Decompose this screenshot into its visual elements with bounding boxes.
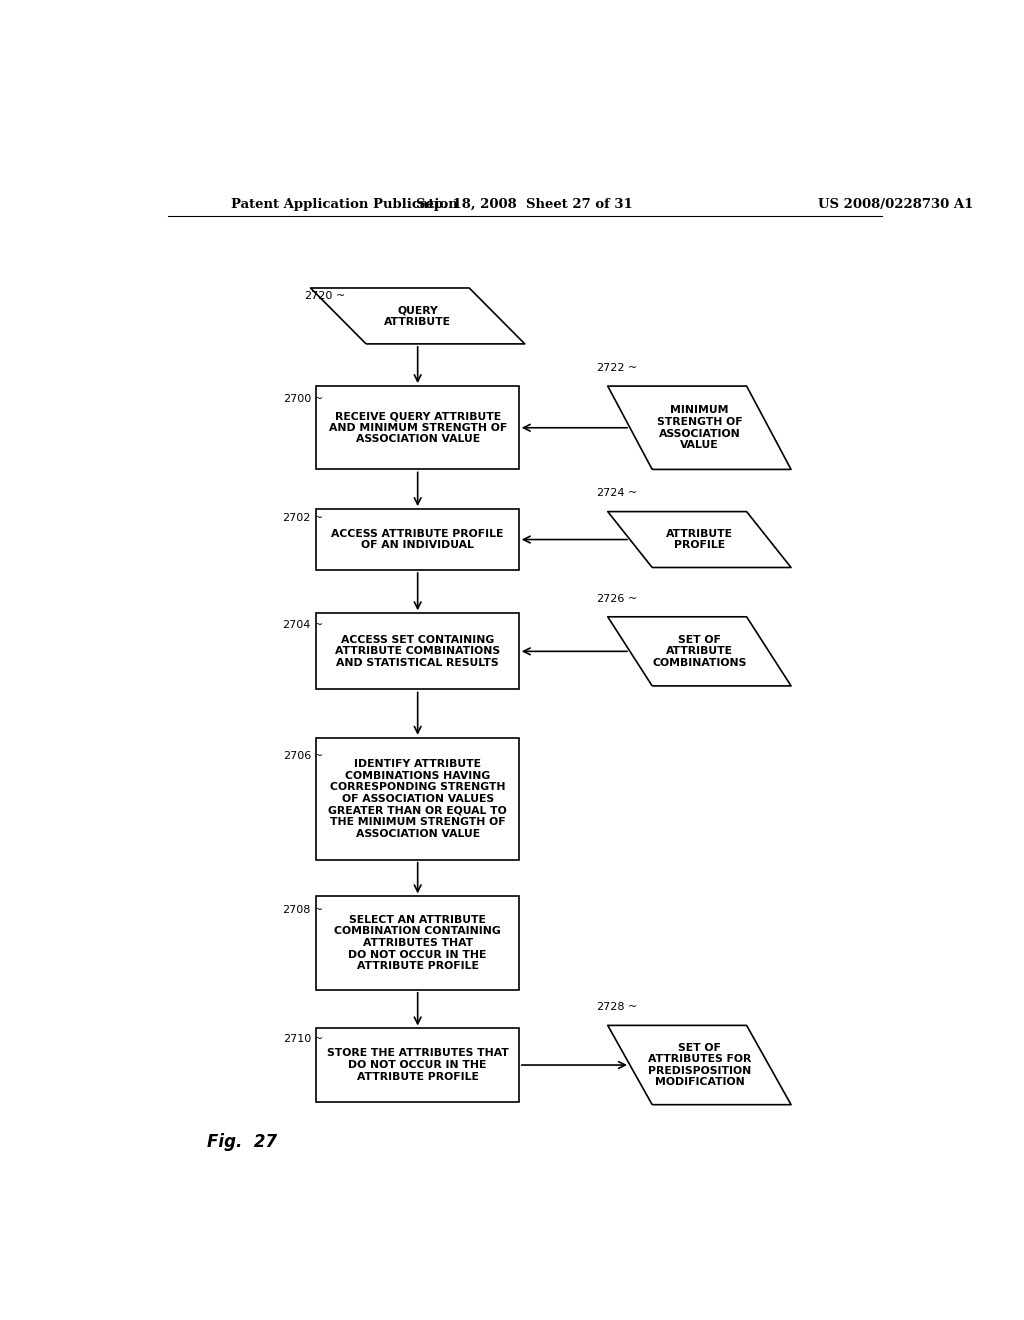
Text: MINIMUM
STRENGTH OF
ASSOCIATION
VALUE: MINIMUM STRENGTH OF ASSOCIATION VALUE [656, 405, 742, 450]
Text: RECEIVE QUERY ATTRIBUTE
AND MINIMUM STRENGTH OF
ASSOCIATION VALUE: RECEIVE QUERY ATTRIBUTE AND MINIMUM STRE… [329, 411, 507, 445]
Text: ACCESS ATTRIBUTE PROFILE
OF AN INDIVIDUAL: ACCESS ATTRIBUTE PROFILE OF AN INDIVIDUA… [332, 529, 504, 550]
Text: ~: ~ [314, 751, 324, 762]
Text: 2726: 2726 [596, 594, 625, 603]
Text: 2724: 2724 [596, 488, 625, 499]
Text: ~: ~ [314, 906, 324, 915]
Text: SELECT AN ATTRIBUTE
COMBINATION CONTAINING
ATTRIBUTES THAT
DO NOT OCCUR IN THE
A: SELECT AN ATTRIBUTE COMBINATION CONTAINI… [334, 915, 501, 972]
Text: 2722: 2722 [596, 363, 625, 372]
Text: 2706: 2706 [283, 751, 311, 762]
Text: Sep. 18, 2008  Sheet 27 of 31: Sep. 18, 2008 Sheet 27 of 31 [417, 198, 633, 211]
Text: 2710: 2710 [283, 1035, 311, 1044]
Bar [316, 1028, 519, 1102]
Text: ACCESS SET CONTAINING
ATTRIBUTE COMBINATIONS
AND STATISTICAL RESULTS: ACCESS SET CONTAINING ATTRIBUTE COMBINAT… [335, 635, 501, 668]
Bar [316, 510, 519, 570]
Text: ~: ~ [336, 292, 345, 301]
Text: STORE THE ATTRIBUTES THAT
DO NOT OCCUR IN THE
ATTRIBUTE PROFILE: STORE THE ATTRIBUTES THAT DO NOT OCCUR I… [327, 1048, 509, 1081]
Text: Patent Application Publication: Patent Application Publication [231, 198, 458, 211]
Text: SET OF
ATTRIBUTE
COMBINATIONS: SET OF ATTRIBUTE COMBINATIONS [652, 635, 746, 668]
Text: Fig.  27: Fig. 27 [207, 1134, 278, 1151]
Text: ~: ~ [314, 619, 324, 630]
Text: QUERY
ATTRIBUTE: QUERY ATTRIBUTE [384, 305, 452, 327]
Bar [316, 385, 519, 470]
Text: ~: ~ [628, 594, 637, 603]
Text: ATTRIBUTE
PROFILE: ATTRIBUTE PROFILE [666, 529, 733, 550]
Text: SET OF
ATTRIBUTES FOR
PREDISPOSITION
MODIFICATION: SET OF ATTRIBUTES FOR PREDISPOSITION MOD… [648, 1043, 751, 1088]
Bar [316, 896, 519, 990]
Text: IDENTIFY ATTRIBUTE
COMBINATIONS HAVING
CORRESPONDING STRENGTH
OF ASSOCIATION VAL: IDENTIFY ATTRIBUTE COMBINATIONS HAVING C… [329, 759, 507, 838]
Text: ~: ~ [314, 1035, 324, 1044]
Text: ~: ~ [628, 1002, 637, 1012]
Bar [316, 738, 519, 859]
Text: 2720: 2720 [304, 292, 333, 301]
Text: 2708: 2708 [283, 906, 311, 915]
Text: US 2008/0228730 A1: US 2008/0228730 A1 [818, 198, 974, 211]
Text: 2700: 2700 [283, 393, 311, 404]
Text: ~: ~ [314, 513, 324, 523]
Bar [316, 614, 519, 689]
Text: ~: ~ [628, 488, 637, 499]
Text: ~: ~ [314, 393, 324, 404]
Text: 2728: 2728 [596, 1002, 625, 1012]
Text: ~: ~ [628, 363, 637, 372]
Text: 2704: 2704 [283, 619, 311, 630]
Text: 2702: 2702 [283, 513, 311, 523]
